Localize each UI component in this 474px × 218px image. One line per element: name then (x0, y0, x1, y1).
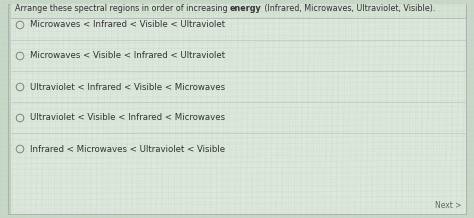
Text: Ultraviolet < Infrared < Visible < Microwaves: Ultraviolet < Infrared < Visible < Micro… (30, 82, 225, 92)
Bar (11, 4, 466, 18)
Bar (8, 4, 11, 214)
Text: Next >: Next > (436, 201, 462, 210)
Text: energy: energy (230, 4, 262, 13)
Text: Microwaves < Infrared < Visible < Ultraviolet: Microwaves < Infrared < Visible < Ultrav… (30, 20, 225, 29)
Text: Arrange these spectral regions in order of increasing: Arrange these spectral regions in order … (15, 4, 230, 13)
Text: (Infrared, Microwaves, Ultraviolet, Visible).: (Infrared, Microwaves, Ultraviolet, Visi… (262, 4, 435, 13)
Text: Infrared < Microwaves < Ultraviolet < Visible: Infrared < Microwaves < Ultraviolet < Vi… (30, 145, 225, 153)
Text: Ultraviolet < Visible < Infrared < Microwaves: Ultraviolet < Visible < Infrared < Micro… (30, 114, 225, 123)
Text: Microwaves < Visible < Infrared < Ultraviolet: Microwaves < Visible < Infrared < Ultrav… (30, 51, 225, 61)
